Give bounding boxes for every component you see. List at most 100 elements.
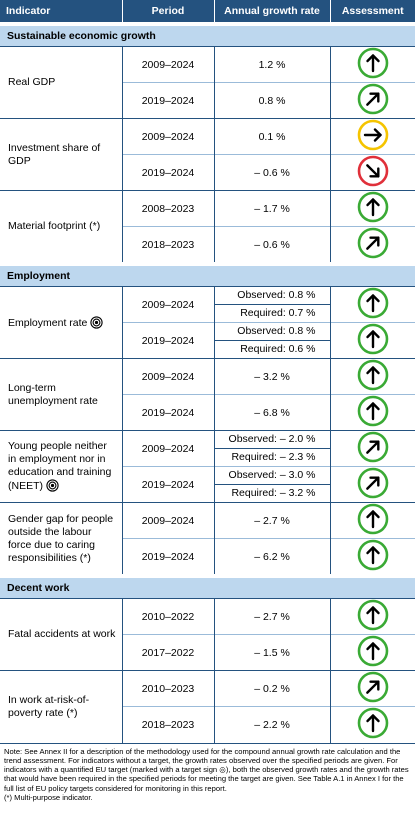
- period: 2009–2024: [122, 118, 215, 155]
- note-text: Note: See Annex II for a description of …: [4, 746, 409, 793]
- assessment-cell: [330, 286, 415, 323]
- assessment-cell: [330, 598, 415, 635]
- period: 2010–2023: [122, 670, 215, 707]
- assessment-cell: [330, 190, 415, 227]
- icon-arrow: [366, 198, 380, 217]
- icon-arrow: [365, 164, 380, 178]
- assessment-icon: [357, 323, 389, 355]
- target-ring: [92, 318, 101, 326]
- growth-cell: – 1.5 %: [214, 634, 331, 671]
- growth-cell: – 0.6 %: [214, 226, 331, 264]
- indicator-name: Investment share of GDP: [8, 141, 101, 167]
- assessment-cell: [330, 670, 415, 707]
- section-row: Sustainable economic growth: [0, 22, 415, 47]
- arrow-shaft: [365, 92, 380, 106]
- growth-rate: – 0.2 %: [254, 682, 290, 695]
- required-rate: Required: 0.7 %: [214, 304, 330, 322]
- indicator-row: 2017–2022 – 1.5 %: [0, 634, 415, 671]
- arrow-head: [366, 198, 380, 207]
- target-ring: [48, 481, 57, 490]
- indicator-row: Young people neither in employment nor i…: [0, 430, 415, 503]
- observed-rate: Observed: 0.8 %: [237, 325, 316, 337]
- footnote: (*) Multi-purpose indicator.: [4, 792, 93, 802]
- assessment-cell: [330, 82, 415, 119]
- assessment-cell: [330, 226, 415, 264]
- growth-rate: – 1.5 %: [254, 646, 290, 659]
- period: 2008–2023: [122, 190, 215, 227]
- required-rate: Required: – 2.3 %: [214, 448, 330, 466]
- indicator-row: Material footprint (*) 2008–2023 – 1.7 %: [0, 190, 415, 264]
- period: 2009–2024: [122, 46, 215, 83]
- indicator-cell: Material footprint (*): [0, 190, 123, 264]
- assessment-icon: [357, 503, 389, 535]
- target-sign: [46, 479, 59, 492]
- arrow-head: [373, 128, 382, 142]
- indicator-row: 2019–2024 – 6.2 %: [0, 538, 415, 576]
- header-row: Indicator Period Annual growth rate Asse…: [0, 0, 415, 24]
- assessment-icon: [357, 287, 389, 319]
- arrow-head: [369, 680, 380, 691]
- assessment-icon: [357, 119, 389, 151]
- icon-arrow: [365, 440, 380, 454]
- target-ring: [46, 479, 59, 492]
- section-title: Employment: [0, 262, 415, 287]
- indicator-row: 2019–2024 0.8 %: [0, 82, 415, 119]
- assessment-icon: [357, 671, 389, 703]
- assessment-cell: [330, 394, 415, 431]
- section-title: Decent work: [0, 574, 415, 599]
- period: 2009–2024: [122, 502, 215, 539]
- growth-rate: – 2.7 %: [254, 514, 290, 527]
- indicator-row: 2019–2024 – 6.8 %: [0, 394, 415, 431]
- growth-rate: – 6.8 %: [254, 406, 290, 419]
- indicator-name: Employment rate: [8, 316, 88, 329]
- growth-rate: 0.1 %: [258, 130, 286, 143]
- assessment-icon: [357, 707, 389, 739]
- growth-cell: – 2.7 %: [214, 598, 331, 635]
- indicator-cell: Young people neither in employment nor i…: [0, 430, 123, 503]
- period: 2019–2024: [122, 82, 215, 119]
- indicator-row: Real GDP 2009–2024 1.2 %: [0, 46, 415, 119]
- indicator-name: Long-term unemployment rate: [8, 381, 98, 407]
- indicator-row: 2019–2024 Observed: 0.8 % Required: 0.6 %: [0, 322, 415, 359]
- indicator-name: In work at-risk-of-poverty rate (*): [8, 693, 90, 719]
- assessment-icon: [357, 599, 389, 631]
- growth-cell: – 3.2 %: [214, 358, 331, 395]
- growth-rate: – 2.2 %: [254, 718, 290, 731]
- assessment-cell: [330, 322, 415, 359]
- arrow-head: [366, 546, 380, 555]
- assessment-cell: [330, 502, 415, 539]
- assessment-cell: [330, 118, 415, 155]
- indicator-name: Fatal accidents at work: [8, 628, 116, 640]
- target-dot: [50, 483, 55, 488]
- assessment-cell: [330, 430, 415, 467]
- assessment-cell: [330, 634, 415, 671]
- icon-arrow: [365, 476, 380, 490]
- growth-cell: – 2.2 %: [214, 706, 331, 743]
- arrow-head: [366, 402, 380, 411]
- growth-cell: – 6.8 %: [214, 394, 331, 431]
- arrow-head: [369, 476, 380, 487]
- indicator-name: Real GDP: [8, 76, 56, 88]
- indicator-row: Employment rate 2009–2024 Observed: 0.8 % R…: [0, 286, 415, 359]
- period: 2019–2024: [122, 466, 215, 503]
- indicator-cell: Gender gap for people outside the labour…: [0, 502, 123, 576]
- assessment-cell: [330, 538, 415, 576]
- indicator-cell: Real GDP: [0, 46, 123, 119]
- assessment-icon: [357, 635, 389, 667]
- growth-rate: – 3.2 %: [254, 370, 290, 383]
- assessment-cell: [330, 154, 415, 191]
- period: 2009–2024: [122, 430, 215, 467]
- section-row: Employment: [0, 262, 415, 287]
- observed-rate: Observed: – 2.0 %: [228, 433, 316, 445]
- arrow-head: [369, 167, 380, 178]
- period: 2009–2024: [122, 286, 215, 323]
- period: 2018–2023: [122, 226, 215, 264]
- arrow-head: [366, 366, 380, 375]
- icon-arrow: [366, 54, 380, 73]
- arrow-shaft: [365, 236, 380, 250]
- table-body: Sustainable economic growth Real GDP 2009–…: [0, 22, 415, 743]
- arrow-shaft: [365, 440, 380, 454]
- icon-arrow: [363, 128, 382, 142]
- observed-rate: Observed: 0.8 %: [237, 289, 316, 301]
- observed-rate: Observed: – 3.0 %: [228, 469, 316, 481]
